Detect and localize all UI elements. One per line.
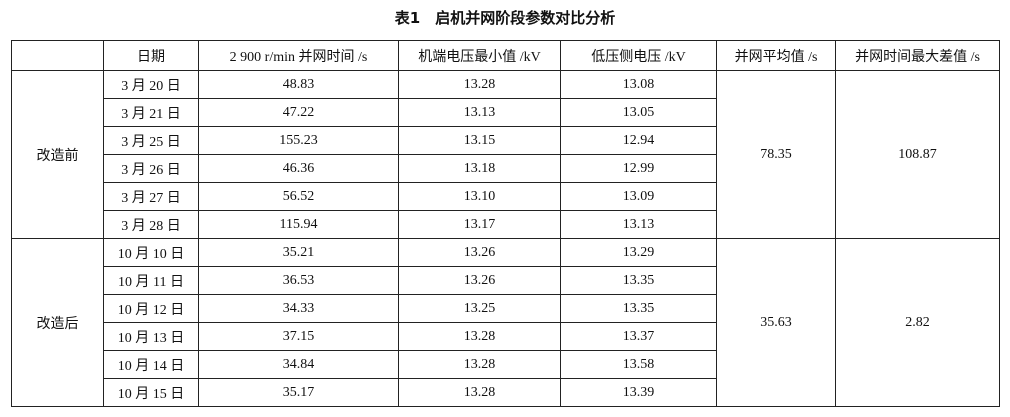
date-cell: 10 月 15 日 — [103, 378, 199, 407]
table-row: 10 月 11 日 36.53 13.26 13.35 — [12, 266, 1000, 295]
value-cell: 13.26 — [398, 238, 561, 267]
table-row: 10 月 12 日 34.33 13.25 13.35 — [12, 294, 1000, 323]
date-cell: 10 月 10 日 — [103, 238, 199, 267]
date-cell: 3 月 25 日 — [103, 126, 199, 155]
value-cell: 37.15 — [198, 322, 399, 351]
value-cell: 13.39 — [560, 378, 717, 407]
table-row: 10 月 15 日 35.17 13.28 13.39 — [12, 378, 1000, 407]
value-cell: 13.10 — [398, 182, 561, 211]
value-cell: 35.17 — [198, 378, 399, 407]
date-cell: 10 月 13 日 — [103, 322, 199, 351]
value-cell: 47.22 — [198, 98, 399, 127]
table-row: 改造前 3 月 20 日 48.83 13.28 13.08 78.35 108.87 — [11, 70, 1000, 239]
value-cell: 155.23 — [198, 126, 399, 155]
table-row: 3 月 28 日 115.94 13.17 13.13 — [12, 210, 1000, 239]
header-cell: 低压侧电压 /kV — [560, 40, 717, 71]
value-cell: 13.28 — [398, 350, 561, 379]
group-label: 改造前 — [11, 70, 104, 239]
value-cell: 13.35 — [560, 294, 717, 323]
table-title: 表1 启机并网阶段参数对比分析 — [394, 9, 616, 27]
header-cell: 并网时间最大差值 /s — [835, 40, 1000, 71]
header-cell: 机端电压最小值 /kV — [398, 40, 561, 71]
value-cell: 13.26 — [398, 266, 561, 295]
value-cell: 13.28 — [398, 378, 561, 407]
value-cell: 48.83 — [198, 70, 399, 99]
max-diff-cell: 2.82 — [835, 238, 1000, 407]
value-cell: 13.29 — [560, 238, 717, 267]
table-row: 改造后 10 月 10 日 35.21 13.26 13.29 35.63 2.82 — [11, 238, 1000, 407]
table-row: 3 月 21 日 47.22 13.13 13.05 — [12, 98, 1000, 127]
value-cell: 13.28 — [398, 322, 561, 351]
value-cell: 13.37 — [560, 322, 717, 351]
table-row: 10 月 13 日 37.15 13.28 13.37 — [12, 322, 1000, 351]
average-cell: 78.35 — [716, 70, 836, 239]
date-cell: 3 月 26 日 — [103, 154, 199, 183]
date-cell: 3 月 28 日 — [103, 210, 199, 239]
corner-cell — [11, 40, 104, 71]
value-cell: 13.05 — [560, 98, 717, 127]
value-cell: 13.13 — [560, 210, 717, 239]
value-cell: 34.84 — [198, 350, 399, 379]
date-cell: 3 月 21 日 — [103, 98, 199, 127]
date-cell: 3 月 20 日 — [103, 70, 199, 99]
value-cell: 13.35 — [560, 266, 717, 295]
data-table: 日期 2 900 r/min 并网时间 /s 机端电压最小值 /kV 低压侧电压 /k… — [11, 40, 1000, 407]
value-cell: 13.15 — [398, 126, 561, 155]
date-cell: 10 月 14 日 — [103, 350, 199, 379]
value-cell: 34.33 — [198, 294, 399, 323]
header-row: 日期 2 900 r/min 并网时间 /s 机端电压最小值 /kV 低压侧电压 /k… — [11, 40, 1000, 71]
value-cell: 56.52 — [198, 182, 399, 211]
value-cell: 13.25 — [398, 294, 561, 323]
value-cell: 13.09 — [560, 182, 717, 211]
value-cell: 12.99 — [560, 154, 717, 183]
header-cell: 日期 — [103, 40, 199, 71]
max-diff-cell: 108.87 — [835, 70, 1000, 239]
date-cell: 3 月 27 日 — [103, 182, 199, 211]
value-cell: 12.94 — [560, 126, 717, 155]
value-cell: 115.94 — [198, 210, 399, 239]
value-cell: 13.18 — [398, 154, 561, 183]
table-row: 3 月 26 日 46.36 13.18 12.99 — [12, 154, 1000, 183]
value-cell: 13.13 — [398, 98, 561, 127]
header-cell: 2 900 r/min 并网时间 /s — [198, 40, 399, 71]
value-cell: 13.28 — [398, 70, 561, 99]
group-label: 改造后 — [11, 238, 104, 407]
value-cell: 13.58 — [560, 350, 717, 379]
date-cell: 10 月 11 日 — [103, 266, 199, 295]
table-body: 改造前 3 月 20 日 48.83 13.28 13.08 78.35 108.87 3 月… — [11, 70, 1000, 407]
date-cell: 10 月 12 日 — [103, 294, 199, 323]
header-cell: 并网平均值 /s — [716, 40, 836, 71]
value-cell: 46.36 — [198, 154, 399, 183]
table-row: 3 月 25 日 155.23 13.15 12.94 — [12, 126, 1000, 155]
average-cell: 35.63 — [716, 238, 836, 407]
value-cell: 35.21 — [198, 238, 399, 267]
value-cell: 36.53 — [198, 266, 399, 295]
value-cell: 13.17 — [398, 210, 561, 239]
table-row: 3 月 27 日 56.52 13.10 13.09 — [12, 182, 1000, 211]
value-cell: 13.08 — [560, 70, 717, 99]
